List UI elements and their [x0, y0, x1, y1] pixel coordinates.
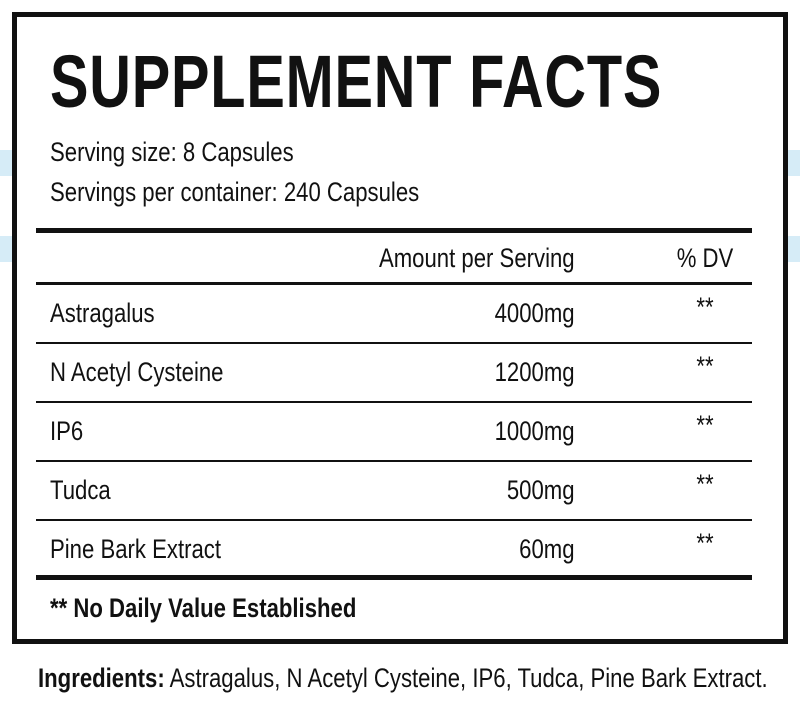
ingredient-amount: 1000mg: [494, 416, 575, 446]
ingredients-text: Astragalus, N Acetyl Cysteine, IP6, Tudc…: [169, 663, 768, 693]
row-divider: [36, 401, 752, 403]
daily-value: **: [696, 410, 714, 440]
ingredient-name: Pine Bark Extract: [50, 534, 222, 564]
ingredient-name: IP6: [50, 416, 84, 446]
ingredient-amount: 1200mg: [494, 357, 575, 387]
footnote: ** No Daily Value Established: [50, 593, 357, 623]
row-divider: [36, 519, 752, 521]
ingredient-amount: 60mg: [519, 534, 575, 564]
dv-header: % DV: [676, 243, 734, 273]
daily-value: **: [696, 528, 714, 558]
row-divider: [36, 342, 752, 344]
rule: [36, 575, 752, 580]
amount-header: Amount per Serving: [379, 243, 575, 273]
rule: [36, 228, 752, 233]
daily-value: **: [696, 292, 714, 322]
rule: [36, 282, 752, 285]
ingredient-amount: 4000mg: [494, 298, 575, 328]
ingredient-name: N Acetyl Cysteine: [50, 357, 224, 387]
ingredient-amount: 500mg: [507, 475, 575, 505]
ingredient-name: Astragalus: [50, 298, 155, 328]
facts-panel: [12, 12, 788, 644]
title: SUPPLEMENT FACTS: [50, 40, 663, 123]
daily-value: **: [696, 469, 714, 499]
row-divider: [36, 460, 752, 462]
servings-per-container: Servings per container: 240 Capsules: [50, 177, 420, 207]
ingredients-label: Ingredients:: [38, 663, 165, 693]
serving-size: Serving size: 8 Capsules: [50, 137, 294, 167]
daily-value: **: [696, 351, 714, 381]
ingredient-name: Tudca: [50, 475, 111, 505]
ingredients: Ingredients: Astragalus, N Acetyl Cystei…: [38, 662, 768, 694]
